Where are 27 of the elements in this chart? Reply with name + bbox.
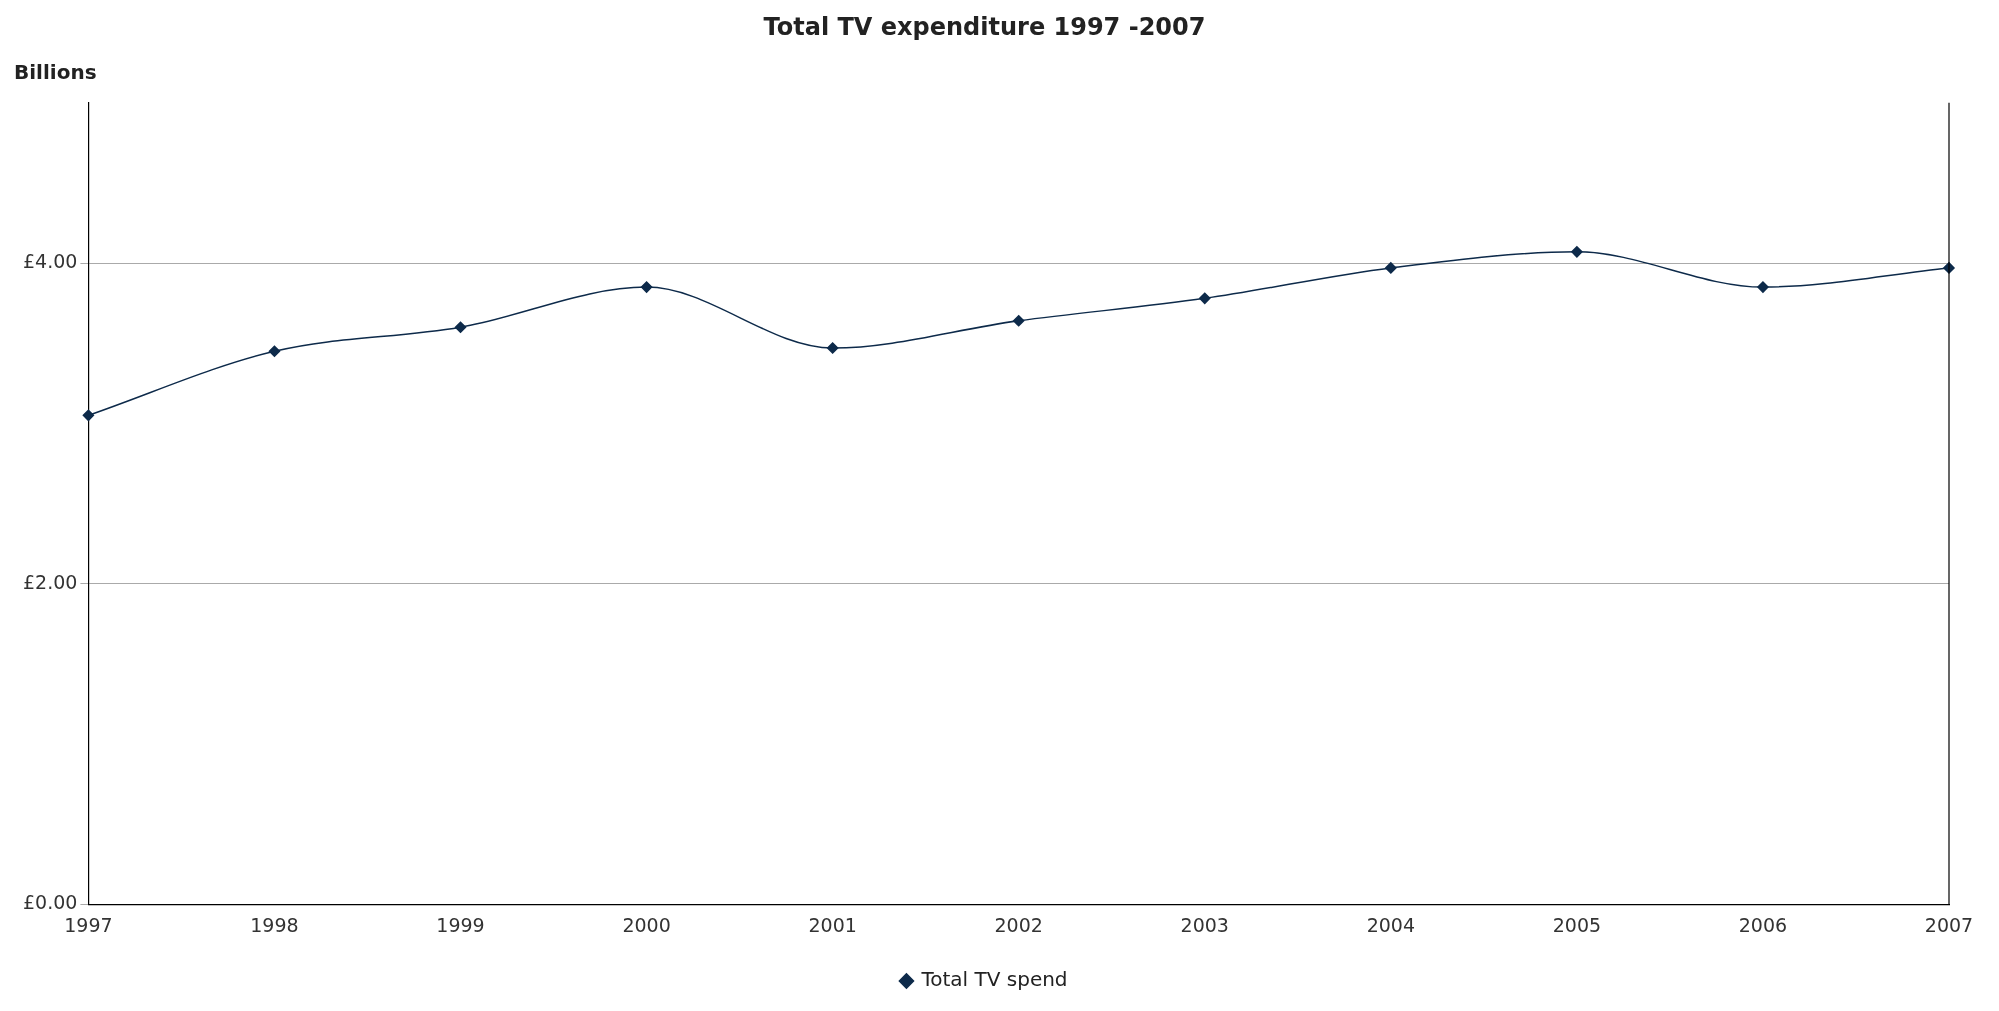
legend-label: Total TV spend <box>920 967 1068 992</box>
x-tick-label: 2006 <box>1738 913 1788 936</box>
x-tick-label: 2001 <box>808 913 857 936</box>
x-tick-label: 1999 <box>436 913 485 936</box>
point <box>268 345 281 357</box>
x-tick-label: 2004 <box>1366 913 1415 936</box>
x-tick-label: 2002 <box>994 913 1043 936</box>
point <box>640 281 653 293</box>
point <box>1571 246 1583 258</box>
point <box>1757 281 1769 293</box>
y-tick-label: £0.00 <box>22 891 78 914</box>
point <box>1385 262 1397 274</box>
x-tick-label: 2005 <box>1552 913 1602 936</box>
x-tick-label: 2007 <box>1924 913 1974 936</box>
x-tick-label: 1998 <box>250 913 299 936</box>
point <box>454 321 467 333</box>
y-tick-label: £2.00 <box>22 570 78 593</box>
point <box>826 342 839 354</box>
y-axis-title: Billions <box>14 60 97 85</box>
x-tick-label: 2003 <box>1180 913 1229 936</box>
x-tick-label: 1997 <box>64 913 113 936</box>
point <box>1199 292 1211 305</box>
x-tick-label: 2000 <box>622 913 671 936</box>
point <box>82 409 95 422</box>
point <box>1012 315 1025 327</box>
y-tick-label: £4.00 <box>22 250 78 273</box>
chart-title: Total TV expenditure 1997 -2007 <box>763 12 1206 41</box>
